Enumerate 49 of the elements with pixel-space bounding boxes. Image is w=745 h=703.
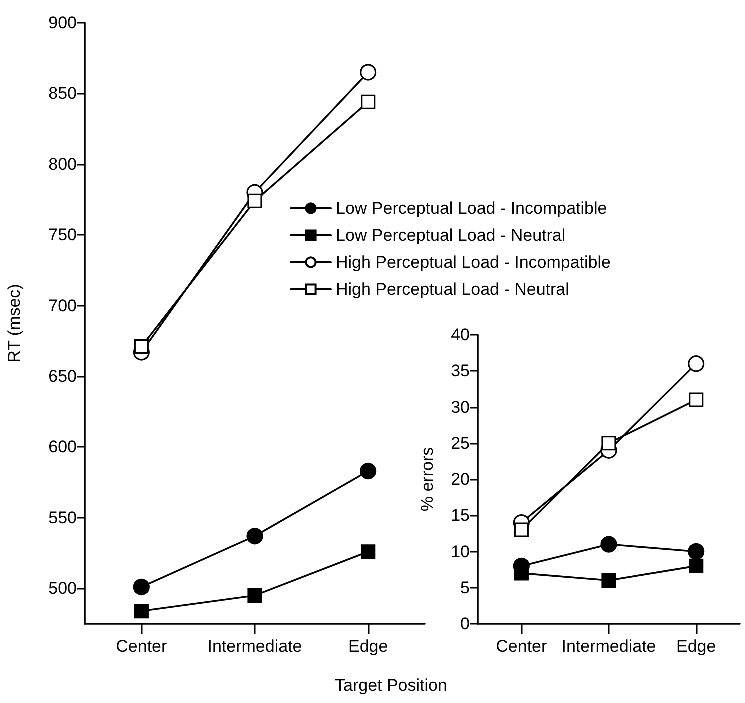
y-tick-label: 20 bbox=[451, 470, 470, 489]
y-tick-label: 15 bbox=[451, 506, 470, 526]
y-tick-label: 500 bbox=[48, 579, 77, 598]
point bbox=[360, 462, 377, 480]
point bbox=[514, 522, 529, 538]
y-tick-label: 35 bbox=[451, 362, 470, 381]
point bbox=[361, 94, 376, 110]
legend-label: Low Perceptual Load - Neutral bbox=[336, 226, 566, 245]
x-tick-label: Edge bbox=[348, 637, 388, 656]
legend-label: High Perceptual Load - Neutral bbox=[336, 280, 570, 299]
x-tick-label: Edge bbox=[676, 637, 716, 656]
y-tick-label: 25 bbox=[451, 434, 470, 453]
point bbox=[600, 536, 618, 553]
y-tick-label: 10 bbox=[451, 542, 470, 562]
y-tick-label: 750 bbox=[48, 226, 77, 245]
point bbox=[688, 543, 705, 560]
x-tick-label: Intermediate bbox=[208, 637, 302, 656]
y-tick-label: 0 bbox=[460, 614, 470, 634]
legend-label: High Perceptual Load - Incompatible bbox=[336, 253, 611, 272]
point bbox=[134, 604, 149, 619]
point bbox=[689, 558, 704, 574]
y-tick-label: 700 bbox=[48, 296, 77, 316]
y-tick-label: 5 bbox=[460, 578, 470, 598]
y-tick-label: 550 bbox=[48, 508, 77, 528]
legend-label: Low Perceptual Load - Incompatible bbox=[336, 199, 608, 218]
point bbox=[360, 64, 377, 81]
point bbox=[133, 578, 150, 596]
point bbox=[246, 528, 264, 545]
point bbox=[688, 356, 705, 372]
point bbox=[248, 194, 262, 208]
y-axis-title: RT (msec) bbox=[5, 284, 24, 363]
point bbox=[602, 436, 616, 451]
x-tick-label: Center bbox=[116, 637, 168, 656]
y-tick-label: 650 bbox=[48, 367, 77, 386]
y-tick-label: 850 bbox=[48, 84, 77, 104]
point bbox=[689, 392, 704, 408]
y-tick-label: 900 bbox=[48, 14, 77, 32]
y-tick-label: 800 bbox=[48, 154, 77, 174]
y-axis-title: % errors bbox=[418, 447, 437, 512]
x-tick-label: Intermediate bbox=[562, 637, 656, 656]
point bbox=[134, 340, 149, 354]
x-tick-label: Center bbox=[496, 637, 548, 656]
y-tick-label: 40 bbox=[451, 326, 470, 344]
point bbox=[361, 544, 376, 560]
point bbox=[248, 588, 262, 604]
y-tick-label: 30 bbox=[451, 398, 470, 417]
point bbox=[602, 573, 616, 588]
x-axis-title: Target Position bbox=[335, 676, 448, 695]
y-tick-label: 600 bbox=[48, 438, 77, 457]
